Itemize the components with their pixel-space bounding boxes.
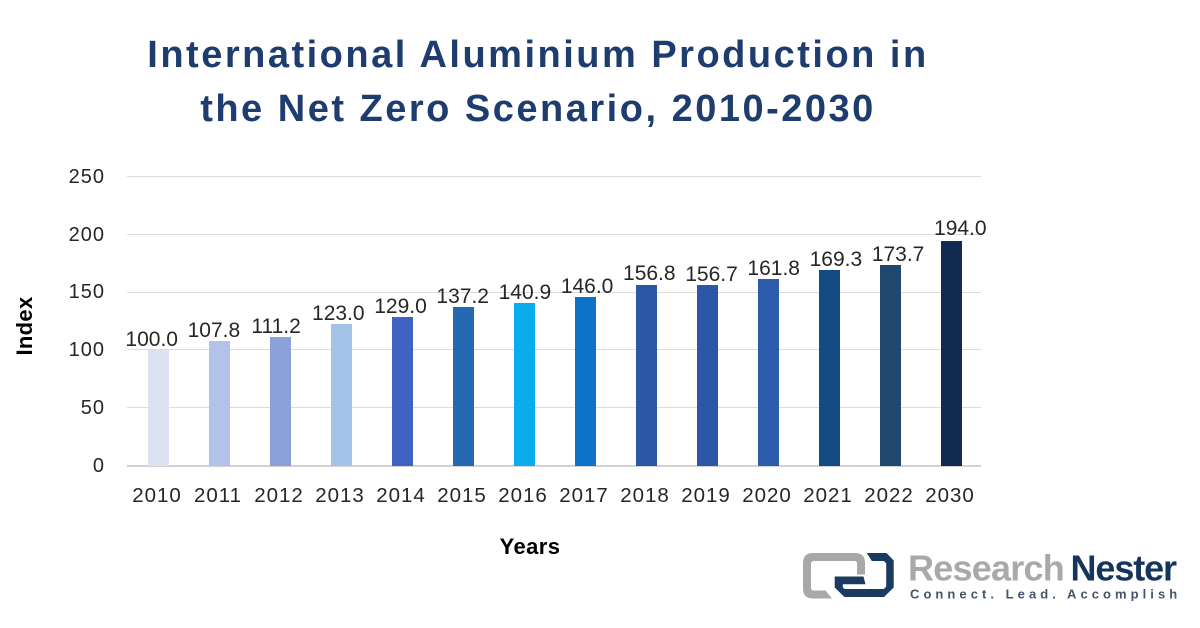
svg-text:Research: Research <box>908 548 1064 589</box>
svg-text:Nester: Nester <box>1071 548 1178 589</box>
svg-text:Connect. Lead. Accomplish: Connect. Lead. Accomplish <box>910 587 1181 602</box>
